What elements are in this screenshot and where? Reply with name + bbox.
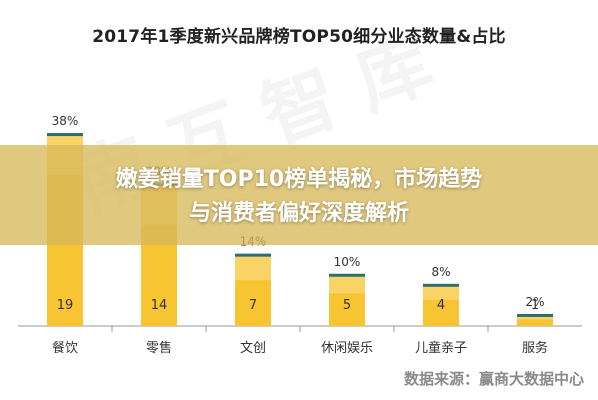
percent-label-5: 8%	[431, 265, 450, 279]
bar-cap-1	[47, 133, 83, 137]
source-note: 数据来源：赢商大数据中心	[403, 370, 584, 388]
percent-label-6: 2%	[525, 295, 544, 309]
bar-6	[517, 315, 553, 326]
percent-label-4: 10%	[334, 255, 361, 269]
bar-highlight-4	[329, 275, 365, 294]
headline: 嫩姜销量TOP10榜单揭秘，市场趋势 与消费者偏好深度解析	[0, 163, 598, 231]
category-label-3: 文创	[240, 341, 266, 356]
headline-line-2: 与消费者偏好深度解析	[188, 201, 409, 226]
chart-title: 2017年1季度新兴品牌榜TOP50细分业态数量&占比	[92, 27, 506, 47]
percent-label-1: 38%	[52, 114, 79, 128]
category-label-2: 零售	[146, 340, 172, 356]
value-label-3: 7	[249, 298, 257, 313]
value-label-2: 14	[151, 298, 168, 313]
value-label-5: 4	[437, 298, 445, 313]
value-label-4: 5	[343, 298, 351, 313]
category-label-6: 服务	[522, 340, 548, 356]
bar-cap-5	[423, 283, 459, 287]
bar-highlight-6	[517, 315, 553, 320]
value-label-1: 19	[57, 298, 74, 313]
bar-highlight-3	[235, 255, 271, 281]
value-label-6: 1	[531, 298, 539, 313]
category-label-4: 休闲娱乐	[321, 341, 373, 356]
bar-cap-6	[517, 313, 553, 317]
bar-cap-3	[235, 253, 271, 257]
category-label-5: 儿童亲子	[415, 340, 467, 356]
headline-band	[0, 145, 598, 245]
bar-cap-4	[329, 273, 365, 277]
category-label-1: 餐饮	[52, 340, 78, 356]
bar-highlight-5	[423, 285, 459, 300]
headline-line-1: 嫩姜销量TOP10榜单揭秘，市场趋势	[115, 167, 483, 192]
